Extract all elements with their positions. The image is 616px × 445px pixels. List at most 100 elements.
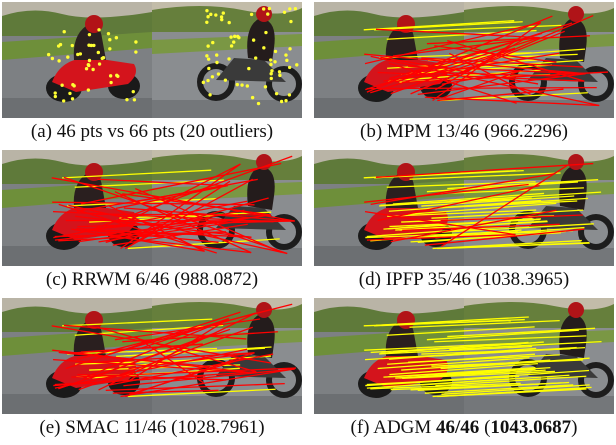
correct-match-line (392, 192, 545, 205)
correct-match-line (383, 368, 536, 378)
wrong-match-line (51, 325, 271, 364)
cruiser-rear-wheel (578, 362, 614, 398)
keypoint-marker (251, 38, 256, 42)
keypoint-marker (279, 99, 284, 104)
panel-b-image (314, 2, 614, 118)
correct-match-line (364, 342, 514, 351)
correct-match-line (386, 326, 535, 336)
caption-letter: (d) (358, 269, 381, 290)
keypoint-marker (249, 12, 254, 17)
caption-method: ADGM (373, 417, 432, 438)
keypoint-marker (227, 57, 231, 61)
cruiser-helmet (256, 302, 272, 318)
rider (385, 25, 418, 60)
correct-match-line (380, 197, 532, 206)
keypoint-marker (284, 99, 288, 103)
correct-match-line (441, 223, 594, 233)
keypoint-marker (125, 97, 129, 102)
keypoint-marker (236, 34, 240, 39)
correct-match-line (370, 343, 522, 354)
correct-match-line (434, 187, 584, 195)
wrong-match-line (402, 71, 609, 83)
keypoint-marker (209, 12, 213, 17)
keypoint-marker (201, 80, 206, 85)
rider (73, 173, 106, 208)
keypoint-marker (262, 46, 266, 50)
wrong-match-line (82, 317, 230, 379)
keypoint-marker (264, 30, 268, 35)
keypoint-marker (206, 44, 210, 48)
keypoint-marker (289, 19, 293, 24)
cruiser-rear-wheel (578, 66, 614, 102)
correct-match-line (408, 202, 557, 215)
cruiser-rear-wheel (266, 362, 302, 398)
cruiser-helmet (568, 154, 584, 170)
wrong-match-line (380, 56, 539, 85)
correct-match-line (62, 169, 212, 179)
keypoint-marker (84, 67, 89, 71)
caption-letter: (f) (350, 417, 370, 438)
wrong-match-line (65, 311, 241, 370)
panel-e-image (2, 298, 302, 414)
keypoint-marker (229, 35, 233, 39)
correct-match-line (426, 329, 579, 341)
panel-c: (c) RRWM 6/46 (988.0872) (2, 150, 302, 297)
keypoint-marker (273, 60, 277, 64)
keypoint-marker (76, 52, 80, 57)
panel-c-caption: (c) RRWM 6/46 (988.0872) (2, 267, 302, 293)
panel-a-image (2, 2, 302, 118)
keypoint-marker (53, 94, 58, 99)
keypoint-marker (269, 76, 273, 81)
keypoint-marker (114, 36, 119, 40)
correct-match-line (388, 199, 542, 212)
cruiser-rider (247, 166, 275, 210)
keypoint-marker (216, 72, 221, 76)
wrong-match-line (370, 55, 600, 107)
panel-b-caption: (b) MPM 13/46 (966.2296) (314, 119, 614, 145)
wrong-match-line (129, 180, 231, 247)
wrong-match-line (89, 331, 217, 379)
keypoint-marker (247, 66, 251, 71)
match-lines (363, 162, 602, 250)
correct-match-line (389, 362, 538, 376)
keypoint-marker (108, 37, 112, 42)
caption-score: 46/46 (436, 417, 480, 438)
keypoint-marker (108, 47, 112, 51)
keypoint-marker (206, 78, 210, 83)
correct-match-line (395, 369, 546, 379)
panel-a: (a) 46 pts vs 66 pts (20 outliers) (2, 2, 302, 149)
cruiser-rear-wheel (266, 66, 302, 102)
keypoint-marker (206, 57, 211, 61)
panel-e-caption: (e) SMAC 11/46 (1028.7961) (2, 415, 302, 441)
helmet (397, 163, 415, 181)
wrong-match-line (421, 57, 583, 68)
wrong-match-line (78, 326, 253, 391)
keypoint-marker (97, 28, 101, 32)
wrong-match-line (388, 62, 517, 104)
keypoint-marker (250, 95, 255, 100)
keypoint-marker (288, 7, 292, 11)
correct-match-line (379, 345, 533, 355)
right-photo (152, 2, 302, 118)
keypoint-marker (70, 97, 75, 101)
correct-match-line (389, 218, 540, 228)
panel-d-image (314, 150, 614, 266)
keypoint-marker (86, 62, 91, 67)
wrong-match-line (366, 15, 553, 93)
keypoint-marker (61, 99, 66, 103)
correct-match-line (375, 316, 529, 326)
wrong-match-line (96, 352, 255, 363)
correct-match-line (421, 195, 575, 207)
wrong-match-line (375, 162, 594, 178)
correct-match-line (119, 355, 272, 367)
match-lines (363, 316, 602, 398)
bike-fairing (364, 353, 448, 388)
keypoint-marker (215, 53, 219, 57)
wrong-match-line (123, 368, 295, 387)
keypoint-marker (235, 82, 240, 87)
keypoint-marker (295, 63, 299, 67)
keypoint-marker (78, 52, 83, 56)
wrong-match-line (441, 164, 569, 247)
wrong-match-line (370, 47, 516, 94)
keypoint-marker (205, 54, 209, 58)
